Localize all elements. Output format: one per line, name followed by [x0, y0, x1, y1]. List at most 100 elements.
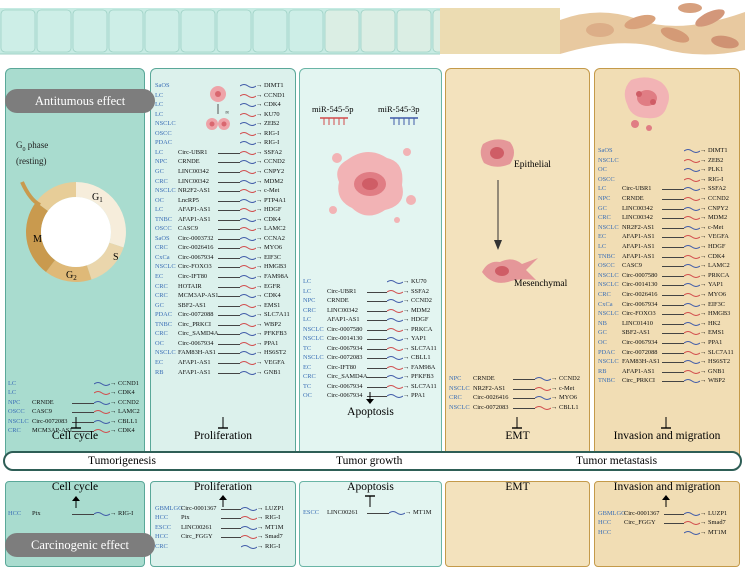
- epithelial-cell: [324, 9, 360, 53]
- inhibition-line: [662, 208, 684, 210]
- mirna-icon: [93, 390, 111, 396]
- target-gene-label: CDK4: [118, 389, 135, 397]
- inhibition-line: [513, 379, 535, 380]
- tumor-type-label: CRC: [598, 214, 611, 222]
- target-gene-label: HK2: [708, 319, 721, 327]
- cell-cycle-diagram: G1 S G2 M: [20, 181, 126, 282]
- target-gene-label: CCND2: [118, 398, 139, 406]
- regulator-label: Circ-0067934: [327, 344, 363, 352]
- regulator-label: NR2F2-AS1: [178, 187, 211, 195]
- regulator-label: Circ-IFT80: [178, 273, 208, 280]
- cell-borders: [0, 9, 468, 53]
- arrow-icon: →: [700, 348, 707, 356]
- target-gene-label: CBLL1: [559, 403, 579, 411]
- regulator-label: HOTAIR: [178, 282, 202, 290]
- inhibition-line: [367, 291, 387, 293]
- regulator-label: CASC9: [622, 262, 642, 270]
- arrow-icon: →: [700, 329, 707, 337]
- g0-arrow: [20, 181, 41, 207]
- target-gene-label: CDK4: [264, 215, 281, 223]
- target-gene-label: MYO6: [559, 394, 578, 401]
- regulator-label: Circ-0067934: [327, 392, 363, 399]
- inhibition-line: [218, 191, 240, 193]
- panel-invasion: [594, 68, 740, 463]
- tumor-type-label: LC: [598, 243, 607, 250]
- inhibition-line: [367, 513, 389, 514]
- tumor-type-label: NSCLC: [598, 271, 619, 279]
- mirna-icon: [239, 93, 257, 99]
- mirna-icon: [683, 177, 701, 183]
- target-gene-label: EGFR: [264, 282, 281, 290]
- inhibition-line: [662, 189, 684, 191]
- target-gene-label: LAMC2: [708, 262, 730, 270]
- mirna-icon: [683, 167, 701, 173]
- epithelial-cell: [252, 9, 288, 53]
- target-gene-label: PPA1: [708, 339, 723, 346]
- target-gene-label: PPA1: [264, 339, 279, 347]
- inhibition-line: [218, 181, 240, 183]
- target-gene-label: RIG-I: [265, 542, 281, 550]
- mirna-icon: [240, 544, 258, 550]
- arrow-icon: →: [700, 339, 707, 346]
- tumor-type-label: OC: [303, 392, 312, 399]
- mirna-icon: [683, 302, 701, 308]
- arrow-icon: →: [110, 389, 117, 397]
- tumor-type-label: NPC: [303, 297, 316, 304]
- regulator-label: Circ-0072088: [178, 311, 214, 319]
- emt-title: EMT: [505, 430, 530, 442]
- regulator-label: AFAP1-AS1: [178, 358, 211, 366]
- tumor-type-label: PDAC: [155, 311, 173, 319]
- inhibition-line: [662, 199, 684, 200]
- mirna-icon: [239, 236, 257, 242]
- target-gene-label: SLC7A11: [411, 382, 437, 390]
- cytokinesis-segment: [36, 182, 76, 211]
- mirna-icon: [239, 198, 257, 204]
- target-gene-label: KU70: [264, 110, 280, 118]
- inhibition-line: [72, 421, 94, 423]
- carc-emt-title: EMT: [505, 481, 530, 493]
- mirna-icon: [240, 534, 258, 540]
- arrow-icon: →: [403, 382, 410, 390]
- epithelial-cell: [216, 9, 252, 53]
- tumor-type-label: LC: [155, 91, 164, 99]
- target-gene-label: PFKFB3: [411, 373, 434, 380]
- regulator-label: Circ-0003732: [178, 234, 214, 242]
- tumor-type-label: NSCLC: [155, 349, 176, 357]
- arrow-icon: →: [700, 204, 707, 212]
- mirna-icon: [683, 292, 701, 298]
- inhibition-line: [218, 362, 240, 364]
- g2-label: G2: [66, 270, 77, 282]
- target-gene-label: CCND2: [559, 375, 580, 382]
- arrow-icon: →: [256, 349, 263, 357]
- arrow-icon: →: [257, 505, 264, 512]
- target-gene-label: VEGFA: [708, 233, 729, 241]
- arrow-icon: →: [256, 358, 263, 366]
- arrow-icon: →: [403, 297, 410, 304]
- mirna-icon: [239, 207, 257, 213]
- arrow-icon: →: [551, 375, 558, 382]
- target-gene-label: EMS1: [264, 301, 281, 309]
- arrow-icon: →: [256, 101, 263, 109]
- mirna-icon: [683, 378, 701, 384]
- target-gene-label: Smad7: [708, 519, 726, 527]
- arrow-icon: →: [403, 363, 410, 371]
- arrow-icon: →: [700, 175, 707, 183]
- tumor-type-label: NSCLC: [303, 325, 324, 333]
- tumor-type-label: HCC: [598, 519, 612, 527]
- epithelial-cell: [144, 9, 180, 53]
- inhibition-line: [662, 247, 684, 248]
- regulator-label: MCM3AP-AS1: [32, 427, 73, 434]
- target-gene-label: SSFA2: [708, 185, 726, 193]
- tumor-type-label: RB: [155, 368, 164, 376]
- arrow-icon: →: [257, 514, 264, 522]
- mirna-icon: [683, 215, 701, 221]
- mirna-icon: [683, 330, 701, 336]
- target-gene-label: HDGF: [264, 206, 282, 214]
- arrow-icon: →: [700, 510, 707, 517]
- target-gene-label: ZEB2: [708, 156, 724, 164]
- mesenchymal-label: Mesenchymal: [514, 279, 568, 289]
- tumor-type-label: GC: [598, 329, 607, 337]
- tumor-type-label: TC: [303, 344, 312, 352]
- tumor-type-label: HCC: [8, 510, 22, 517]
- inhibition-arrow-icon: [661, 417, 671, 429]
